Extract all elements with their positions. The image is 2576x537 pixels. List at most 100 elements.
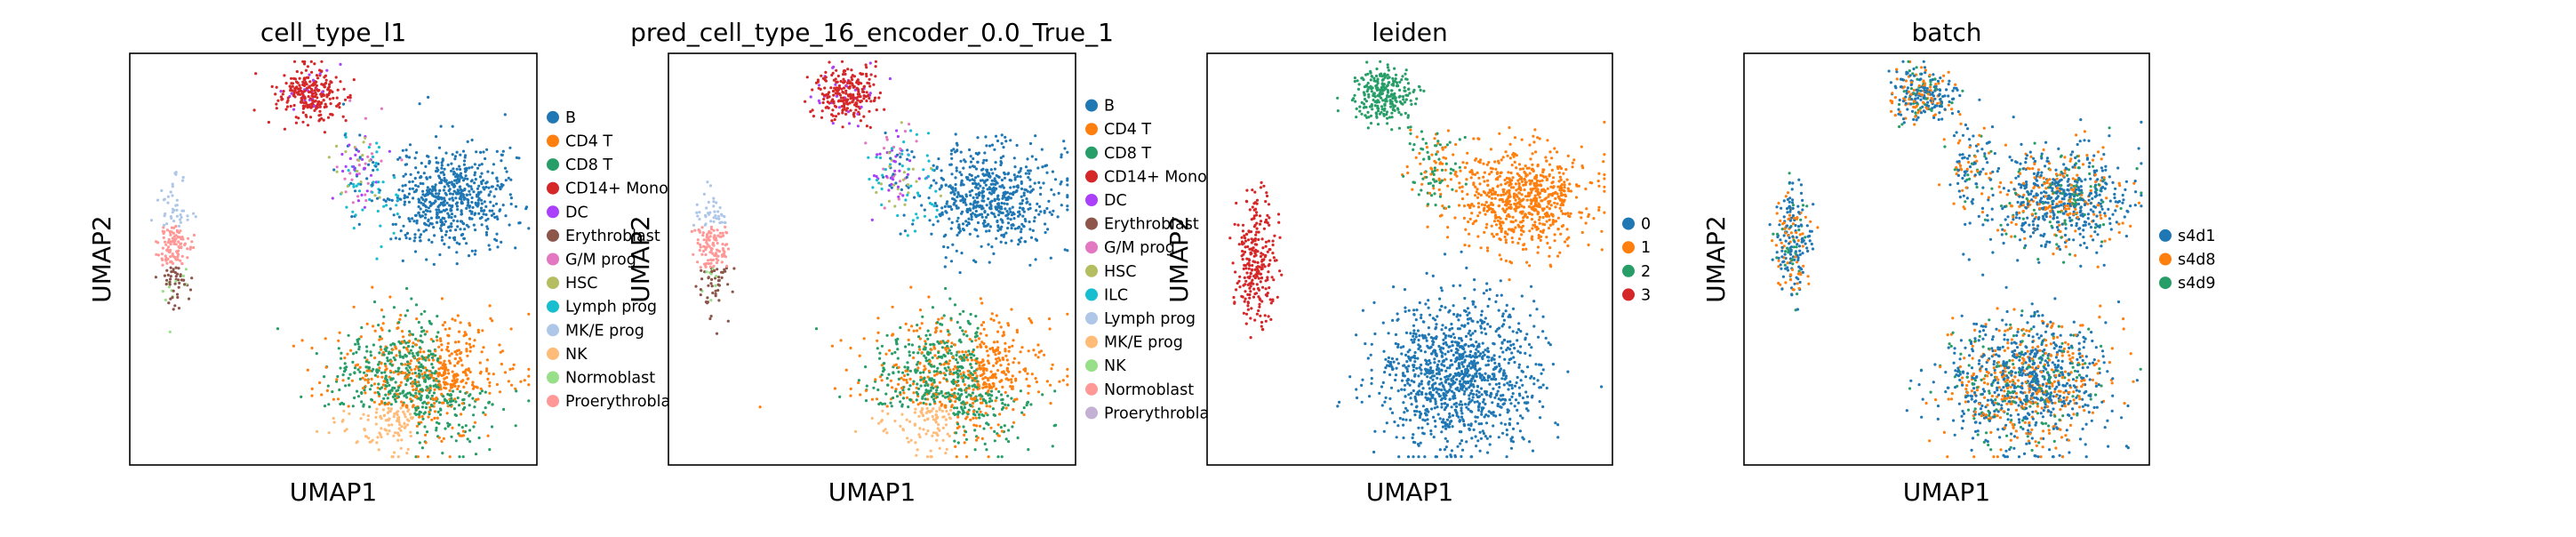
scatter-point xyxy=(328,97,332,100)
scatter-point xyxy=(898,162,901,166)
scatter-point xyxy=(461,149,466,153)
scatter-point xyxy=(831,89,836,93)
scatter-point xyxy=(893,169,897,172)
scatter-point xyxy=(1004,390,1007,394)
scatter-point xyxy=(306,86,309,90)
scatter-point xyxy=(1063,248,1067,252)
scatter-point xyxy=(306,124,310,127)
scatter-point xyxy=(984,135,988,139)
scatter-point xyxy=(435,335,438,339)
scatter-point xyxy=(1514,209,1517,212)
scatter-point xyxy=(883,147,886,150)
scatter-point xyxy=(308,90,311,94)
scatter-point xyxy=(418,346,421,349)
scatter-point xyxy=(468,370,472,374)
scatter-point xyxy=(1004,348,1007,351)
scatter-point xyxy=(1031,228,1035,232)
scatter-point xyxy=(710,277,714,281)
scatter-point xyxy=(409,359,412,363)
scatter-point xyxy=(302,77,306,81)
scatter-point xyxy=(859,72,862,76)
scatter-point xyxy=(177,267,180,270)
scatter-point xyxy=(920,351,924,355)
scatter-point xyxy=(900,152,904,156)
scatter-point xyxy=(471,397,475,400)
scatter-point xyxy=(386,359,389,363)
scatter-point xyxy=(1380,108,1384,111)
scatter-point xyxy=(421,357,426,360)
scatter-point xyxy=(408,333,412,337)
scatter-point xyxy=(1066,183,1069,187)
scatter-point xyxy=(924,402,928,406)
scatter-point xyxy=(865,72,868,76)
scatter-point xyxy=(935,204,939,208)
scatter-point xyxy=(896,185,900,188)
scatter-point xyxy=(403,200,407,204)
scatter-point xyxy=(706,243,709,246)
scatter-point xyxy=(968,165,972,169)
scatter-point xyxy=(1022,210,1026,213)
scatter-point xyxy=(971,188,974,192)
scatter-point xyxy=(427,415,430,419)
legend-label: Erythroblast xyxy=(565,228,660,245)
scatter-point xyxy=(164,258,167,261)
scatter-point xyxy=(1004,354,1008,357)
scatter-point xyxy=(704,252,708,257)
scatter-point xyxy=(491,319,494,323)
scatter-point xyxy=(942,235,946,238)
x-axis-label: UMAP1 xyxy=(828,477,916,507)
scatter-point xyxy=(160,252,164,256)
scatter-point xyxy=(456,396,460,400)
scatter-point xyxy=(1034,237,1037,241)
scatter-point xyxy=(972,410,976,413)
scatter-point xyxy=(905,381,909,384)
scatter-point xyxy=(980,324,983,327)
scatter-point xyxy=(1066,374,1069,378)
scatter-point xyxy=(396,370,400,373)
scatter-point xyxy=(385,384,388,388)
scatter-point xyxy=(731,290,734,293)
scatter-point xyxy=(916,448,919,452)
scatter-point xyxy=(943,265,947,268)
scatter-point xyxy=(435,379,438,382)
scatter-point xyxy=(944,210,948,213)
scatter-point xyxy=(716,228,719,232)
scatter-point xyxy=(376,390,380,394)
scatter-point xyxy=(425,330,428,333)
scatter-point xyxy=(166,201,170,204)
scatter-point xyxy=(1498,132,1501,135)
scatter-point xyxy=(310,346,314,350)
scatter-point xyxy=(987,243,990,246)
scatter-point xyxy=(1448,140,1452,144)
scatter-point xyxy=(509,327,513,331)
scatter-point xyxy=(724,244,727,247)
scatter-point xyxy=(949,152,953,156)
scatter-point xyxy=(930,386,933,389)
scatter-point xyxy=(468,394,471,397)
scatter-point xyxy=(842,103,846,108)
scatter-point xyxy=(1019,240,1022,244)
scatter-point xyxy=(1404,98,1408,101)
scatter-point xyxy=(1426,203,1430,206)
scatter-point xyxy=(717,250,722,253)
scatter-point xyxy=(517,156,521,160)
scatter-point xyxy=(398,350,402,355)
scatter-point xyxy=(177,252,180,256)
scatter-point xyxy=(927,295,931,299)
scatter-point xyxy=(463,196,467,200)
scatter-point xyxy=(484,219,488,222)
scatter-point xyxy=(901,178,906,181)
legend-marker xyxy=(1085,382,1098,396)
scatter-point xyxy=(1004,135,1007,139)
scatter-point xyxy=(448,400,452,404)
scatter-point xyxy=(1388,81,1391,84)
scatter-point xyxy=(474,228,477,232)
scatter-point xyxy=(900,413,904,416)
scatter-point xyxy=(978,366,981,370)
scatter-point xyxy=(323,76,326,79)
scatter-point xyxy=(444,180,448,183)
scatter-point xyxy=(937,350,940,355)
scatter-point xyxy=(469,185,473,188)
scatter-point xyxy=(990,399,994,403)
